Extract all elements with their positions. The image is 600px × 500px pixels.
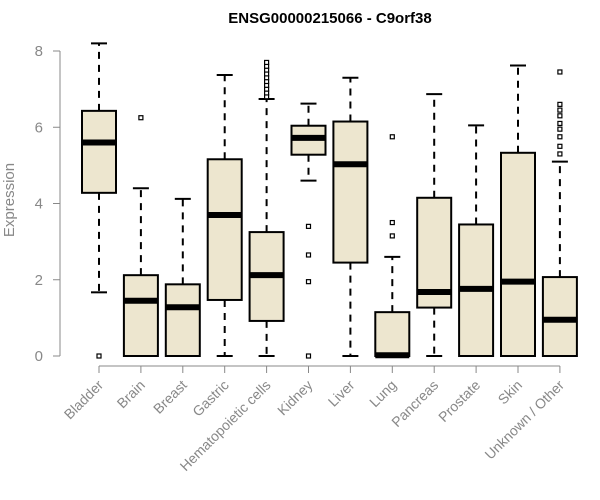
outlier-point xyxy=(389,219,395,226)
y-tick-label: 4 xyxy=(35,196,43,213)
iqr-box xyxy=(164,283,201,358)
outlier-point xyxy=(557,69,563,75)
box-hematopoietic-cells xyxy=(248,59,285,357)
outlier-point xyxy=(305,353,312,359)
outlier-point xyxy=(557,134,563,140)
iqr-box xyxy=(81,109,117,194)
y-axis: 0 2 4 6 8 xyxy=(35,43,61,365)
outlier-point xyxy=(557,126,563,132)
x-tick-label-skin: Skin xyxy=(495,377,526,408)
box-kidney xyxy=(290,102,327,359)
x-tick-label-unknown-other: Unknown / Other xyxy=(481,377,567,463)
iqr-box xyxy=(500,151,536,357)
x-tick-label-prostate: Prostate xyxy=(435,377,483,425)
y-tick-label: 8 xyxy=(35,43,43,60)
iqr-box xyxy=(122,274,159,357)
outlier-point xyxy=(389,134,395,140)
boxes-group xyxy=(81,42,578,359)
outlier-point xyxy=(305,279,312,285)
x-tick-label-liver: Liver xyxy=(325,377,358,410)
iqr-box xyxy=(374,311,411,357)
y-tick-label: 2 xyxy=(35,272,43,289)
outlier-point xyxy=(389,233,395,239)
box-prostate xyxy=(458,124,495,357)
box-breast xyxy=(164,197,201,358)
iqr-box xyxy=(541,276,578,357)
box-lung xyxy=(374,134,411,359)
iqr-box xyxy=(206,158,243,301)
x-tick-label-breast: Breast xyxy=(150,377,190,417)
y-tick-label: 6 xyxy=(35,119,43,136)
x-tick-label-bladder: Bladder xyxy=(61,377,107,423)
outlier-point xyxy=(557,107,563,113)
outlier-point xyxy=(138,115,144,121)
box-skin xyxy=(500,64,536,357)
box-unknown-other xyxy=(541,69,578,357)
outlier-point xyxy=(264,59,270,66)
x-tick-label-brain: Brain xyxy=(114,377,148,411)
outlier-point xyxy=(557,151,563,157)
outlier-point xyxy=(96,353,102,359)
box-pancreas xyxy=(416,93,453,357)
chart-title: ENSG00000215066 - C9orf38 xyxy=(228,10,431,27)
outlier-point xyxy=(557,143,563,149)
x-tick-label-pancreas: Pancreas xyxy=(388,377,441,430)
iqr-box xyxy=(332,120,369,264)
outlier-point xyxy=(557,101,563,107)
box-gastric xyxy=(206,74,243,357)
outlier-point xyxy=(557,113,563,119)
box-bladder xyxy=(81,42,117,359)
box-liver xyxy=(332,76,369,357)
x-tick-label-kidney: Kidney xyxy=(274,377,316,419)
outlier-point xyxy=(305,223,312,229)
x-tick-label-lung: Lung xyxy=(366,377,399,410)
y-tick-label: 0 xyxy=(35,348,43,365)
outlier-point xyxy=(557,120,563,127)
y-axis-label: Expression xyxy=(1,163,18,237)
outlier-point xyxy=(305,252,312,258)
box-brain xyxy=(122,115,159,357)
